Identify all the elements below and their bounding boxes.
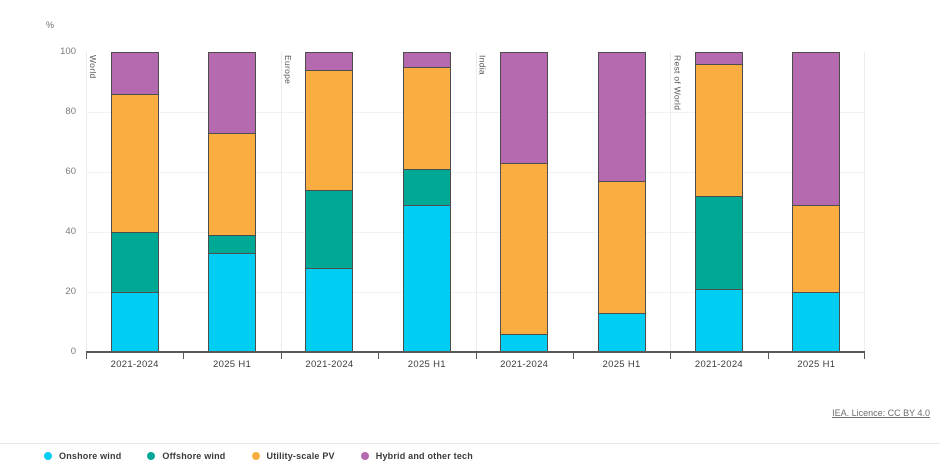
legend-dot-offshore-wind-icon (147, 452, 156, 460)
x-axis-tick (86, 353, 87, 359)
source-licence-link[interactable]: IEA. Licence: CC BY 4.0 (832, 408, 930, 418)
x-axis-label-2: 2021-2024 (305, 359, 354, 370)
region-separator (475, 52, 477, 352)
x-axis-label-6: 2021-2024 (694, 359, 743, 370)
legend-dot-utility-scale-pv-icon (251, 452, 260, 460)
bar-segment-utility-scale-pv[interactable] (500, 163, 549, 334)
y-axis-unit-label: % (46, 20, 55, 30)
bar-cell-1 (183, 52, 280, 352)
x-axis-tick (475, 353, 477, 359)
region-label-europe: Europe (282, 55, 293, 85)
x-axis-tick (670, 353, 672, 359)
y-axis-label-80: 80 (65, 106, 76, 117)
plot-left-edge (86, 52, 87, 352)
legend-label-hybrid-and-other-tech: Hybrid and other tech (375, 451, 473, 461)
legend-item-utility-scale-pv[interactable]: Utility-scale PV (251, 451, 335, 461)
legend-label-offshore-wind: Offshore wind (162, 451, 226, 461)
bar-segment-offshore-wind[interactable] (110, 232, 159, 292)
bar-segment-hybrid-and-other-tech[interactable] (402, 52, 451, 67)
bar-cell-4 (476, 52, 573, 352)
bar-segment-onshore-wind[interactable] (792, 292, 841, 352)
legend-label-utility-scale-pv: Utility-scale PV (266, 451, 335, 461)
x-axis-tick (280, 353, 282, 359)
source-row: IEA. Licence: CC BY 4.0 (832, 408, 930, 418)
bar-segment-onshore-wind[interactable] (208, 253, 257, 352)
x-axis-tick (378, 353, 380, 359)
x-axis-tick (864, 353, 865, 359)
stacked-bar-2 (305, 52, 354, 352)
stacked-bar-1 (208, 52, 257, 352)
region-label-india: India (477, 55, 488, 75)
stacked-bar-0 (110, 52, 159, 352)
bar-segment-utility-scale-pv[interactable] (402, 67, 451, 169)
x-axis-label-3: 2025 H1 (407, 359, 446, 370)
bar-segment-hybrid-and-other-tech[interactable] (597, 52, 646, 181)
region-separator (670, 52, 672, 352)
plot-area: World Europe India Rest of World (86, 52, 865, 359)
x-axis-tick (767, 353, 769, 359)
region-label-rest-of-world: Rest of World (672, 55, 683, 111)
bar-segment-onshore-wind[interactable] (402, 205, 451, 352)
bar-segment-offshore-wind[interactable] (305, 190, 354, 268)
bar-segment-onshore-wind[interactable] (110, 292, 159, 352)
region-separator (280, 52, 282, 352)
bar-segment-utility-scale-pv[interactable] (597, 181, 646, 313)
x-axis-label-5: 2025 H1 (602, 359, 641, 370)
bar-segment-hybrid-and-other-tech[interactable] (694, 52, 743, 64)
stacked-bar-4 (500, 52, 549, 352)
bar-segment-hybrid-and-other-tech[interactable] (500, 52, 549, 163)
bar-segment-utility-scale-pv[interactable] (110, 94, 159, 232)
bar-segment-hybrid-and-other-tech[interactable] (305, 52, 354, 70)
bar-cell-2 (281, 52, 378, 352)
y-axis-labels: 0 20 40 60 80 100 (0, 46, 76, 357)
stacked-bar-6 (694, 52, 743, 352)
stacked-bar-3 (402, 52, 451, 352)
legend-label-onshore-wind: Onshore wind (59, 451, 122, 461)
bar-cell-3 (378, 52, 475, 352)
bar-segment-onshore-wind[interactable] (597, 313, 646, 352)
bar-segment-utility-scale-pv[interactable] (208, 133, 257, 235)
y-axis-label-100: 100 (60, 46, 76, 57)
bar-segment-onshore-wind[interactable] (305, 268, 354, 352)
bar-segment-offshore-wind[interactable] (208, 235, 257, 253)
x-axis-tick (183, 353, 185, 359)
bar-segment-hybrid-and-other-tech[interactable] (792, 52, 841, 205)
bar-segment-utility-scale-pv[interactable] (792, 205, 841, 292)
bar-segment-onshore-wind[interactable] (694, 289, 743, 352)
x-axis-tick (572, 353, 574, 359)
bar-segment-utility-scale-pv[interactable] (305, 70, 354, 190)
legend-dot-hybrid-and-other-tech-icon (360, 452, 369, 460)
bar-segment-hybrid-and-other-tech[interactable] (110, 52, 159, 94)
bar-segment-utility-scale-pv[interactable] (694, 64, 743, 196)
x-axis-labels: 2021-2024 2025 H1 2021-2024 2025 H1 2021-202… (86, 359, 865, 370)
bar-cell-7 (768, 52, 865, 352)
plot-right-edge (864, 52, 865, 352)
x-axis-label-4: 2021-2024 (500, 359, 549, 370)
legend-item-offshore-wind[interactable]: Offshore wind (147, 451, 225, 461)
legend-item-onshore-wind[interactable]: Onshore wind (44, 451, 121, 461)
y-axis-label-0: 0 (70, 346, 76, 357)
bar-segment-onshore-wind[interactable] (500, 334, 549, 352)
stacked-bar-5 (597, 52, 646, 352)
x-axis-label-1: 2025 H1 (213, 359, 252, 370)
y-axis-label-40: 40 (65, 226, 76, 237)
x-axis-label-0: 2021-2024 (110, 359, 159, 370)
y-axis-label-20: 20 (65, 286, 76, 297)
bar-segment-hybrid-and-other-tech[interactable] (208, 52, 257, 133)
stacked-bar-7 (792, 52, 841, 352)
region-label-world: World (88, 55, 98, 79)
bar-cell-0 (86, 52, 183, 352)
bar-cell-5 (573, 52, 670, 352)
chart-legend: Onshore wind Offshore wind Utility-scale P… (44, 448, 473, 464)
x-axis-label-7: 2025 H1 (797, 359, 836, 370)
bar-segment-offshore-wind[interactable] (402, 169, 451, 205)
bar-segment-offshore-wind[interactable] (694, 196, 743, 289)
x-axis-line (86, 351, 865, 353)
bar-cell-6 (670, 52, 767, 352)
y-axis-label-60: 60 (65, 166, 76, 177)
legend-item-hybrid-and-other-tech[interactable]: Hybrid and other tech (360, 451, 473, 461)
legend-divider (0, 443, 940, 444)
legend-dot-onshore-wind-icon (44, 452, 52, 460)
